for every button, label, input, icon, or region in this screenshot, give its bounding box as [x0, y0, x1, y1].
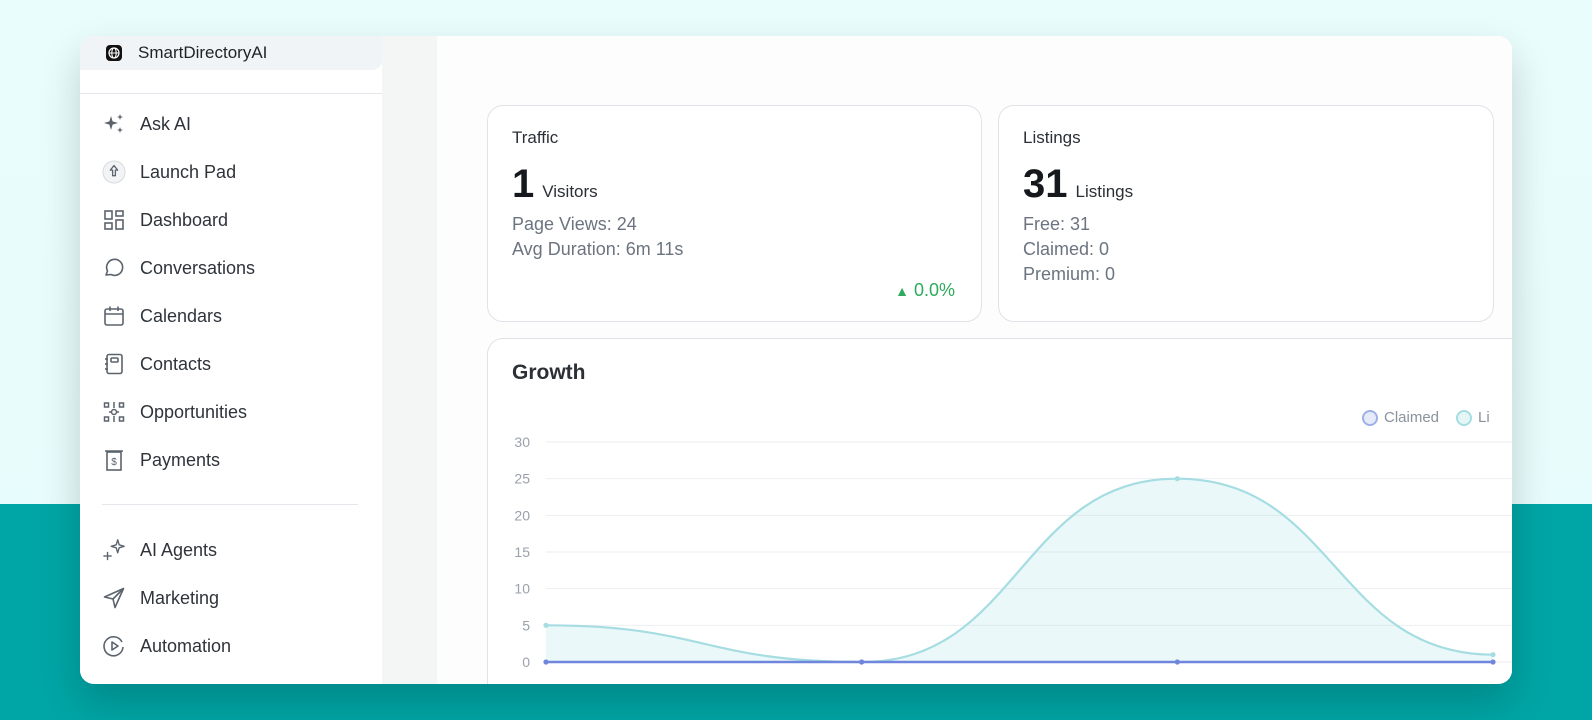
avg-duration-stat: Avg Duration: 6m 11s [512, 239, 684, 259]
sidebar-item-label: Dashboard [140, 209, 229, 230]
sidebar-item-label: Payments [140, 449, 221, 470]
sidebar-item-label: Contacts [140, 353, 212, 374]
sidebar-item-contacts[interactable]: Contacts [102, 346, 362, 382]
data-point-claimed [859, 659, 865, 665]
sidebar-item-label: Conversations [140, 257, 256, 278]
y-tick-label: 15 [514, 544, 530, 560]
data-point-li [543, 622, 549, 628]
sidebar-item-conversations[interactable]: Conversations [102, 250, 362, 286]
legend-swatch [1456, 409, 1472, 426]
listings-card: Listings 31 Listings Free: 31 Claimed: 0… [998, 105, 1494, 322]
sidebar-item-label: Ask AI [140, 113, 192, 134]
sidebar-gutter [382, 36, 437, 684]
ai-sparkle-icon [102, 538, 126, 562]
data-point-li [1174, 476, 1180, 482]
traffic-delta: ▲ 0.0% [895, 280, 955, 301]
free-stat: Free: 31 [1023, 214, 1091, 234]
y-tick-label: 0 [522, 654, 530, 670]
calendar-icon [102, 304, 126, 328]
sidebar-item-ask-ai[interactable]: Ask AI [102, 106, 362, 142]
sidebar: SmartDirectoryAI Ask AI Launch Pad [80, 36, 382, 684]
series-line-li [545, 477, 1494, 664]
contacts-book-icon [102, 352, 126, 376]
sidebar-item-label: Calendars [140, 305, 223, 326]
sidebar-item-automation[interactable]: Automation [102, 628, 362, 664]
claimed-stat: Claimed: 0 [1023, 239, 1110, 259]
y-tick-label: 20 [514, 507, 530, 523]
sidebar-item-calendars[interactable]: Calendars [102, 298, 362, 334]
opportunities-icon [102, 400, 126, 424]
data-point-claimed [1174, 659, 1180, 665]
rocket-icon [102, 160, 126, 184]
premium-stat: Premium: 0 [1023, 264, 1116, 284]
sparkles-icon [102, 112, 126, 136]
app-window: SmartDirectoryAI Ask AI Launch Pad [80, 36, 1512, 684]
traffic-value: 1 [512, 162, 535, 206]
play-circle-icon [102, 634, 126, 658]
card-title: Traffic [512, 128, 559, 147]
sidebar-divider [102, 504, 358, 505]
traffic-unit: Visitors [542, 182, 598, 201]
listings-value: 31 [1023, 162, 1068, 206]
y-tick-label: 5 [522, 617, 530, 633]
globe-icon [104, 43, 124, 63]
page-views-stat: Page Views: 24 [512, 214, 637, 234]
sidebar-item-dashboard[interactable]: Dashboard [102, 202, 362, 238]
sidebar-divider [80, 93, 382, 94]
legend-item-li[interactable]: Li [1456, 409, 1490, 426]
sidebar-item-label: Automation [140, 635, 232, 656]
traffic-card: Traffic 1 Visitors Page Views: 24 Avg Du… [487, 105, 982, 322]
send-icon [102, 586, 126, 610]
sidebar-item-label: Launch Pad [140, 161, 237, 182]
data-point-li [1490, 652, 1496, 658]
sidebar-item-marketing[interactable]: Marketing [102, 580, 362, 616]
sidebar-item-launch-pad[interactable]: Launch Pad [102, 154, 362, 190]
sidebar-item-opportunities[interactable]: Opportunities [102, 394, 362, 430]
y-tick-label: 25 [514, 471, 530, 487]
grid-icon [102, 208, 126, 232]
growth-title: Growth [512, 361, 586, 384]
triangle-up-icon: ▲ [895, 282, 909, 299]
legend-swatch [1362, 409, 1378, 426]
sidebar-item-label: Marketing [140, 587, 220, 608]
data-point-claimed [1490, 659, 1496, 665]
main-content: Traffic 1 Visitors Page Views: 24 Avg Du… [437, 36, 1512, 684]
card-title: Listings [1023, 128, 1081, 147]
listings-unit: Listings [1075, 182, 1134, 201]
legend-label: Li [1478, 409, 1490, 426]
sidebar-item-label: Opportunities [140, 401, 248, 422]
svg-text:$: $ [111, 457, 117, 468]
y-tick-label: 10 [514, 581, 530, 597]
chat-icon [102, 256, 126, 280]
invoice-icon: $ [102, 448, 126, 472]
legend-label: Claimed [1384, 409, 1440, 426]
traffic-delta-value: 0.0% [913, 280, 955, 300]
y-tick-label: 30 [514, 434, 530, 450]
brand-header[interactable]: SmartDirectoryAI [80, 36, 382, 70]
traffic-value-line: 1 Visitors [512, 162, 598, 207]
data-point-claimed [543, 659, 549, 665]
brand-label: SmartDirectoryAI [138, 43, 268, 62]
growth-card: Growth Claimed Li 0 5 10 15 20 25 30 [487, 338, 1512, 684]
listings-value-line: 31 Listings [1023, 162, 1133, 207]
sidebar-item-label: AI Agents [140, 539, 218, 560]
growth-chart: 0 5 10 15 20 25 30 [514, 434, 1512, 670]
legend-item-claimed[interactable]: Claimed [1362, 409, 1439, 426]
sidebar-item-payments[interactable]: $ Payments [102, 442, 362, 478]
sidebar-item-ai-agents[interactable]: AI Agents [102, 532, 362, 568]
